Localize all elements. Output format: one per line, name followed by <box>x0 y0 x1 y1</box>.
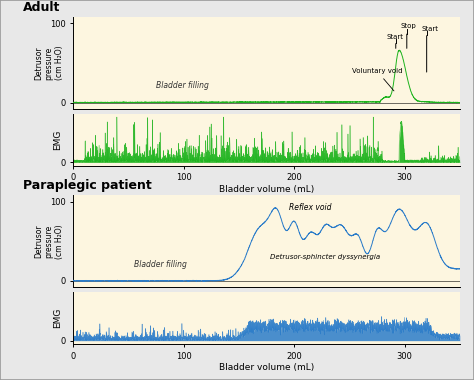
Text: Bladder filling: Bladder filling <box>134 260 187 269</box>
Text: Start: Start <box>421 25 438 32</box>
Text: Paraplegic patient: Paraplegic patient <box>23 179 152 192</box>
Text: Stop: Stop <box>400 23 416 29</box>
X-axis label: Bladder volume (mL): Bladder volume (mL) <box>219 363 314 372</box>
Y-axis label: Detrusor
pressure
(cm H₂O): Detrusor pressure (cm H₂O) <box>34 46 64 80</box>
Text: Bladder filling: Bladder filling <box>156 81 209 90</box>
Text: Adult: Adult <box>23 1 61 14</box>
Text: Reflex void: Reflex void <box>289 203 331 212</box>
Y-axis label: EMG: EMG <box>53 130 62 150</box>
Text: Voluntary void: Voluntary void <box>352 68 402 91</box>
Text: Detrusor-sphincter dyssynergia: Detrusor-sphincter dyssynergia <box>270 253 380 260</box>
X-axis label: Bladder volume (mL): Bladder volume (mL) <box>219 185 314 194</box>
Text: Start: Start <box>387 34 404 40</box>
Y-axis label: EMG: EMG <box>53 308 62 328</box>
Y-axis label: Detrusor
pressure
(cm H₂O): Detrusor pressure (cm H₂O) <box>34 224 64 258</box>
